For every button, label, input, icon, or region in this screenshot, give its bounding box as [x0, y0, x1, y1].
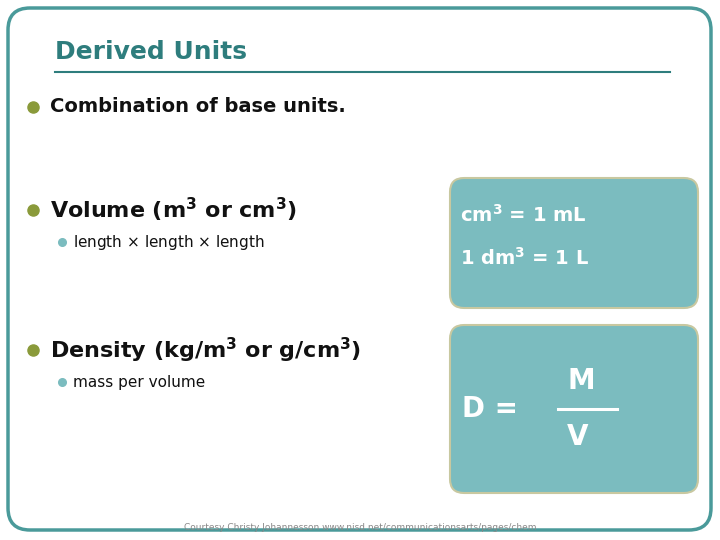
- Text: Combination of base units.: Combination of base units.: [50, 98, 346, 117]
- Text: D =: D =: [462, 395, 518, 423]
- Text: Volume ($\mathbf{m^3}$ or $\mathbf{cm^3}$): Volume ($\mathbf{m^3}$ or $\mathbf{cm^3}…: [50, 196, 297, 224]
- FancyBboxPatch shape: [450, 325, 698, 493]
- Text: $\mathbf{cm^3}$ = 1 mL: $\mathbf{cm^3}$ = 1 mL: [460, 204, 587, 226]
- Text: mass per volume: mass per volume: [73, 375, 205, 389]
- Text: Density ($\mathbf{kg/m^3}$ or $\mathbf{g/cm^3}$): Density ($\mathbf{kg/m^3}$ or $\mathbf{g…: [50, 335, 361, 364]
- Text: Courtesy Christy Johannesson www.nisd.net/communicationsarts/pages/chem: Courtesy Christy Johannesson www.nisd.ne…: [184, 523, 536, 532]
- FancyBboxPatch shape: [8, 8, 711, 530]
- Text: V: V: [567, 423, 588, 451]
- FancyBboxPatch shape: [450, 178, 698, 308]
- Text: Derived Units: Derived Units: [55, 40, 247, 64]
- Text: length $\times$ length $\times$ length: length $\times$ length $\times$ length: [73, 233, 264, 252]
- Text: 1 $\mathbf{dm^3}$ = 1 L: 1 $\mathbf{dm^3}$ = 1 L: [460, 247, 589, 269]
- Text: M: M: [567, 367, 595, 395]
